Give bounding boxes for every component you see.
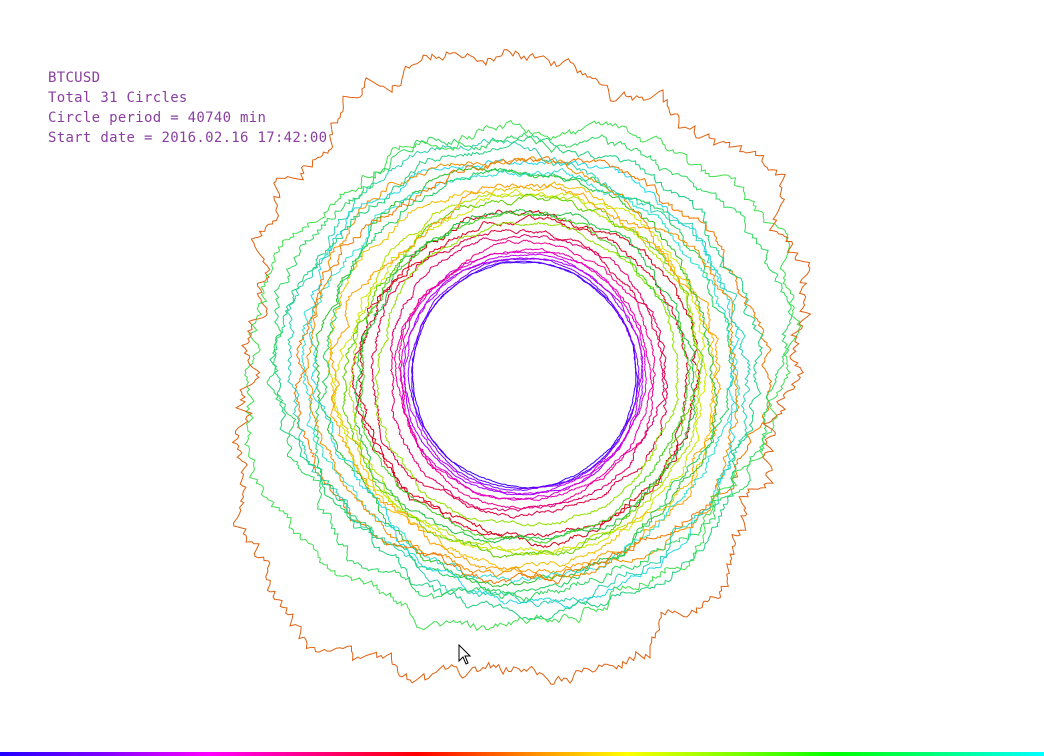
circle-series-8 xyxy=(398,239,656,510)
circle-series-9 xyxy=(389,234,666,512)
chart-info: BTCUSD Total 31 Circles Circle period = … xyxy=(48,68,327,148)
circle-series-23 xyxy=(301,167,741,584)
circle-series-28 xyxy=(269,134,764,621)
circle-series-25 xyxy=(304,156,740,581)
circle-series-10 xyxy=(370,229,669,519)
circle-series-5 xyxy=(403,253,643,495)
color-spectrum-bar xyxy=(0,752,1044,756)
circle-series-15 xyxy=(353,208,696,544)
circle-series-7 xyxy=(393,247,654,502)
circle-series-6 xyxy=(399,251,647,501)
circle-series-24 xyxy=(308,156,740,609)
mouse-cursor-icon xyxy=(458,644,472,665)
circle-series-12 xyxy=(358,209,701,549)
circle-period-label: Circle period = 40740 min xyxy=(48,110,267,126)
circle-series-31 xyxy=(231,49,812,685)
circle-series-3 xyxy=(407,257,640,492)
circle-series-4 xyxy=(402,257,644,496)
circle-series-20 xyxy=(329,183,722,574)
circle-series-30 xyxy=(243,119,802,631)
circle-series-29 xyxy=(266,132,793,602)
circle-series-1 xyxy=(411,261,637,489)
circle-series-22 xyxy=(314,167,735,594)
circle-series-26 xyxy=(293,156,773,585)
start-date-label: Start date = 2016.02.16 17:42:00 xyxy=(48,130,328,146)
circle-series-17 xyxy=(332,188,708,554)
total-circles-label: Total 31 Circles xyxy=(48,90,188,106)
circle-series-18 xyxy=(342,193,704,559)
circle-series-13 xyxy=(374,221,680,527)
symbol-label: BTCUSD xyxy=(48,70,101,86)
circle-series-14 xyxy=(359,211,692,544)
